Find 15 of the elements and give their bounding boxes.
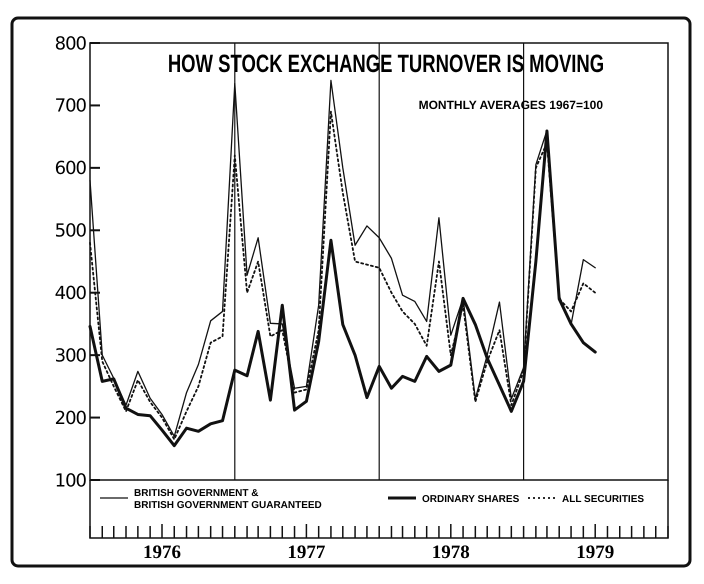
- legend-label: ORDINARY SHARES: [422, 494, 520, 505]
- y-tick-label: 400: [54, 283, 87, 304]
- legend-label: ALL SECURITIES: [562, 494, 644, 505]
- legend-label: BRITISH GOVERNMENT & BRITISH GOVERNMENT GUARANTEED: [134, 488, 322, 511]
- x-tick-label: 1977: [287, 542, 326, 563]
- x-tick-label: 1976: [143, 542, 182, 563]
- x-tick-label: 1979: [576, 542, 614, 563]
- y-tick-label: 300: [54, 345, 87, 366]
- y-tick-label: 600: [54, 158, 87, 180]
- y-tick-label: 500: [54, 220, 87, 242]
- y-tick-label: 200: [54, 408, 87, 429]
- y-tick-label: 700: [54, 96, 87, 117]
- x-tick-label: 1978: [432, 542, 470, 563]
- y-tick-label: 100: [54, 470, 87, 492]
- y-tick-label: 800: [54, 33, 87, 54]
